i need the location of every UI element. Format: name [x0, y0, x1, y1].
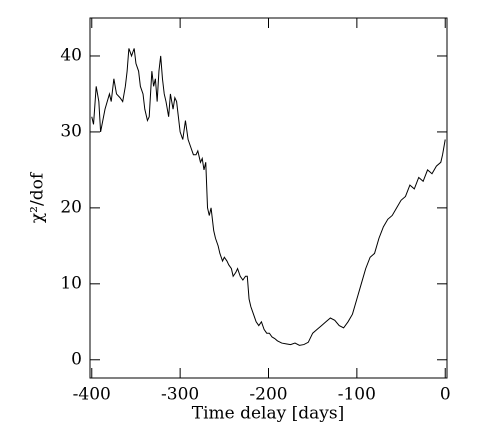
x-tick-label: -300 — [161, 385, 199, 405]
x-tick-label: 0 — [440, 385, 451, 405]
data-line — [91, 48, 446, 346]
y-tick-label: 0 — [71, 349, 82, 369]
x-tick-label: -200 — [249, 385, 287, 405]
plot-frame — [89, 17, 448, 379]
y-tick-label: 30 — [60, 121, 82, 141]
x-axis-label: Time delay [days] — [192, 404, 345, 424]
x-tick-label: -100 — [338, 385, 376, 405]
y-tick-label: 20 — [60, 197, 82, 217]
y-tick-label: 40 — [60, 45, 82, 65]
x-tick-label: -400 — [73, 385, 111, 405]
y-tick-label: 10 — [60, 273, 82, 293]
y-axis-label: χ²/dof — [28, 171, 48, 223]
